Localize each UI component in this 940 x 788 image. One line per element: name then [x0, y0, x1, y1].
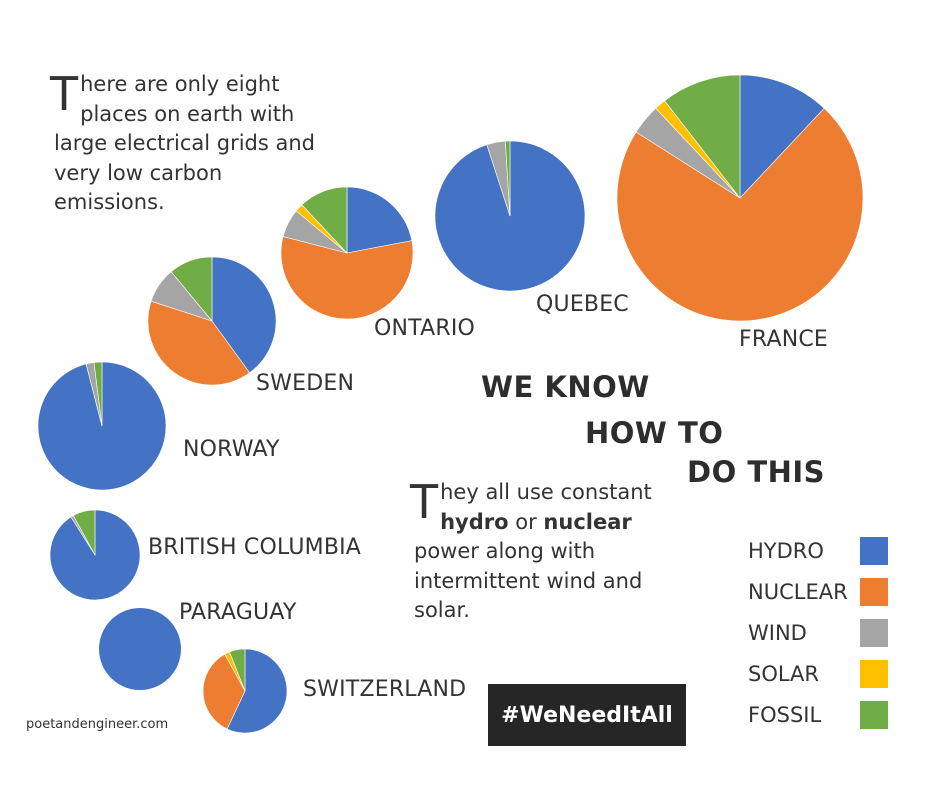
label-switzerland: SWITZERLAND	[303, 677, 467, 702]
legend-swatch-fossil	[860, 701, 888, 729]
legend-item-wind: WIND	[748, 619, 898, 649]
legend-label-nuclear: NUCLEAR	[748, 580, 848, 604]
pie-ontario-slice-nuclear	[280, 236, 414, 320]
hashtag-box: #WeNeedItAll	[488, 684, 686, 746]
legend-label-wind: WIND	[748, 621, 807, 645]
pie-sweden-slice-hydro	[211, 256, 277, 374]
label-paraguay: PARAGUAY	[179, 600, 297, 625]
legend-label-fossil: FOSSIL	[748, 703, 822, 727]
label-ontario: ONTARIO	[374, 316, 476, 341]
legend-item-solar: SOLAR	[748, 660, 898, 690]
legend-label-hydro: HYDRO	[748, 539, 824, 563]
label-sweden: SWEDEN	[256, 371, 355, 396]
pie-switzerland-slice-fossil	[229, 648, 246, 692]
legend-item-hydro: HYDRO	[748, 537, 898, 567]
headline-line-1: WE KNOW	[481, 370, 650, 404]
legend-swatch-hydro	[860, 537, 888, 565]
pie-ontario-slice-hydro	[346, 186, 413, 254]
label-british-columbia: BRITISH COLUMBIA	[148, 535, 362, 560]
credit-url: poetandengineer.com	[26, 717, 169, 732]
label-norway: NORWAY	[183, 437, 280, 462]
pie-sweden-slice-nuclear	[147, 300, 251, 386]
legend-swatch-nuclear	[860, 578, 888, 606]
pie-switzerland-slice-hydro	[226, 648, 288, 734]
pie-france-slice-hydro	[739, 74, 825, 199]
pie-france-slice-fossil	[664, 74, 741, 199]
body-text-2: or	[508, 509, 544, 534]
pie-ontario-slice-fossil	[301, 186, 348, 254]
intro-dropcap: T	[50, 67, 79, 121]
label-quebec: QUEBEC	[536, 292, 629, 317]
label-france: FRANCE	[739, 327, 829, 352]
intro-text: here are only eight places on earth with…	[54, 72, 315, 214]
body-text-3: power along with intermittent wind and s…	[414, 539, 643, 622]
pie-quebec-slice-fossil	[504, 140, 511, 217]
legend-swatch-solar	[860, 660, 888, 688]
body-text-1: hey all use constant	[440, 480, 652, 504]
body-bold-hydro: hydro	[440, 509, 509, 534]
pie-sweden-slice-fossil	[170, 256, 213, 322]
hashtag-text: #WeNeedItAll	[501, 702, 673, 728]
legend-item-nuclear: NUCLEAR	[748, 578, 898, 608]
pie-france-slice-nuclear	[616, 107, 864, 322]
legend-label-solar: SOLAR	[748, 662, 819, 686]
headline-line-3: DO THIS	[687, 455, 826, 489]
headline-line-2: HOW TO	[585, 416, 724, 450]
pie-norway-slice-fossil	[93, 361, 103, 427]
pie-british-columbia-slice-fossil	[72, 509, 96, 556]
pie-switzerland-slice-nuclear	[202, 653, 246, 730]
body-bold-nuclear: nuclear	[543, 509, 632, 534]
body-dropcap: T	[410, 475, 439, 529]
pie-paraguay-slice-hydro	[99, 608, 181, 690]
legend-swatch-wind	[860, 619, 888, 647]
legend-item-fossil: FOSSIL	[748, 701, 898, 731]
